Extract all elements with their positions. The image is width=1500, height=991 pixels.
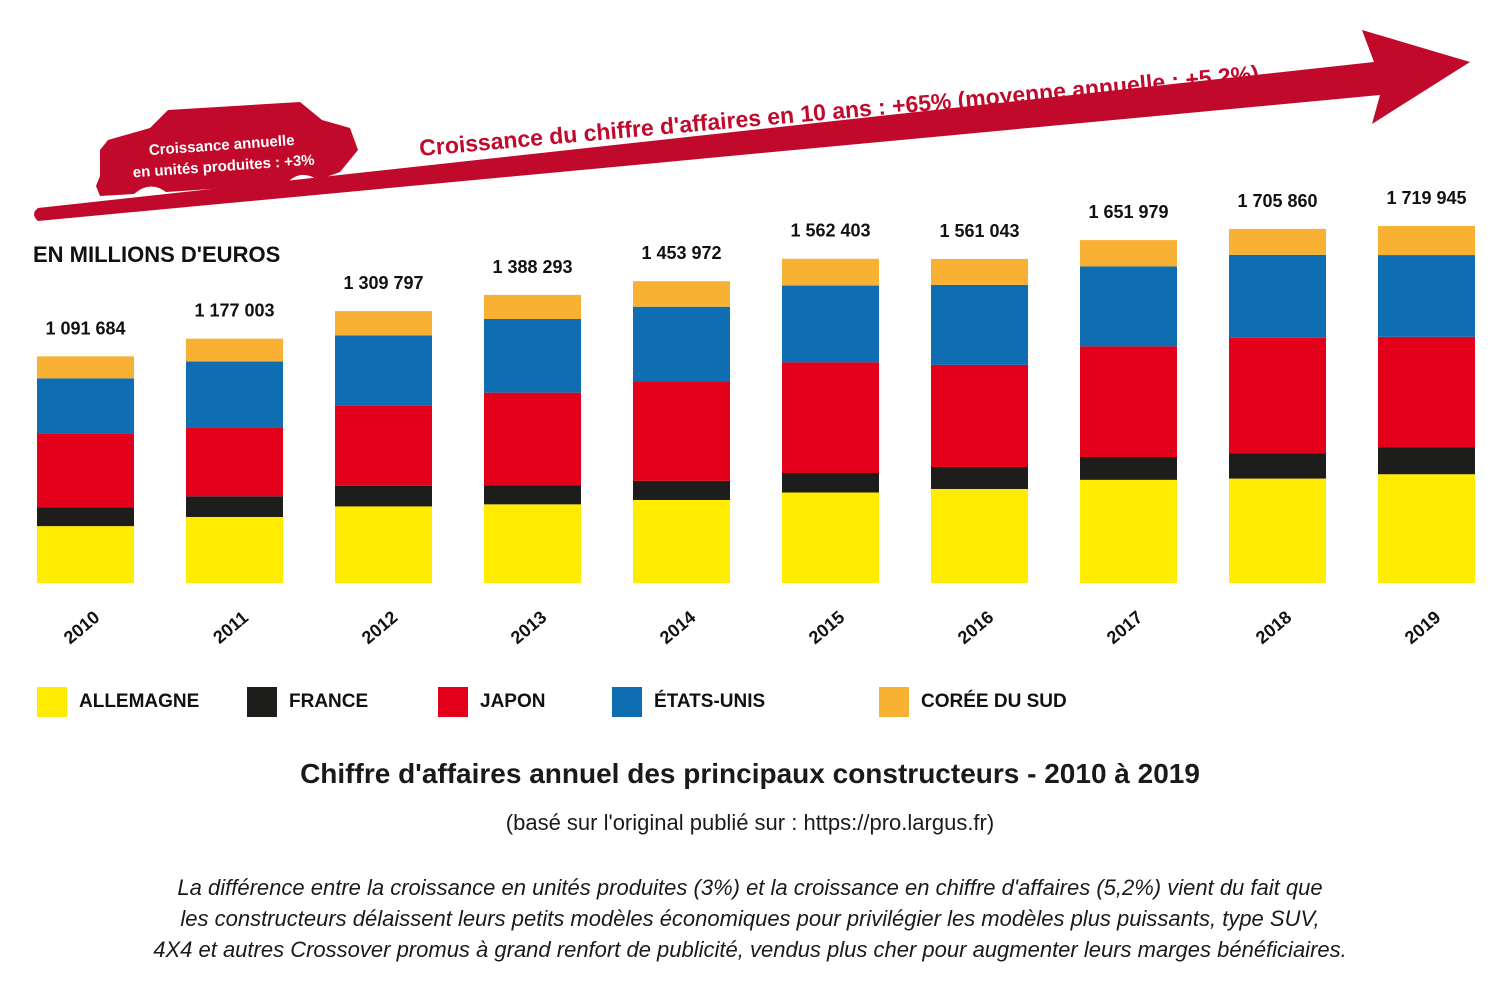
bar-segment-coree-du-sud-2019 xyxy=(1378,226,1475,256)
legend-swatch-coree-du-sud xyxy=(879,687,909,717)
bar-segment-japon-2010 xyxy=(37,433,134,508)
total-label-2011: 1 177 003 xyxy=(194,301,274,321)
total-label-2018: 1 705 860 xyxy=(1237,191,1317,211)
bar-segment-japon-2014 xyxy=(633,381,730,481)
x-tick-label-2012: 2012 xyxy=(358,607,402,648)
bar-segment-etats-unis-2011 xyxy=(186,361,283,428)
bar-segment-japon-2016 xyxy=(931,364,1028,467)
bar-segment-france-2011 xyxy=(186,496,283,517)
bar-segment-allemagne-2016 xyxy=(931,488,1028,583)
total-label-2014: 1 453 972 xyxy=(641,243,721,263)
x-tick-label-2017: 2017 xyxy=(1103,607,1147,648)
chart-subtitle: (basé sur l'original publié sur : https:… xyxy=(505,810,995,835)
x-tick-label-2010: 2010 xyxy=(60,607,104,648)
x-tick-label-2019: 2019 xyxy=(1401,607,1445,648)
bar-segment-france-2010 xyxy=(37,507,134,527)
bar-segment-japon-2017 xyxy=(1080,346,1177,458)
legend-item-etats-unis: ÉTATS-UNIS xyxy=(612,687,765,717)
bar-segment-etats-unis-2014 xyxy=(633,306,730,382)
x-tick-label-2015: 2015 xyxy=(805,607,849,648)
bar-segment-japon-2013 xyxy=(484,392,581,486)
bar-segment-japon-2015 xyxy=(782,362,879,473)
total-label-2010: 1 091 684 xyxy=(45,318,125,338)
total-label-2017: 1 651 979 xyxy=(1088,202,1168,222)
bar-segment-france-2017 xyxy=(1080,457,1177,480)
bar-segment-france-2018 xyxy=(1229,453,1326,479)
bar-segment-etats-unis-2012 xyxy=(335,335,432,406)
legend-item-coree-du-sud: CORÉE DU SUD xyxy=(879,687,1067,717)
bar-segment-france-2012 xyxy=(335,485,432,507)
bar-segment-japon-2011 xyxy=(186,427,283,497)
bar-segment-etats-unis-2010 xyxy=(37,378,134,434)
legend-swatch-france xyxy=(247,687,277,717)
total-label-2016: 1 561 043 xyxy=(939,221,1019,241)
note-line-1: La différence entre la croissance en uni… xyxy=(177,875,1323,900)
bar-segment-etats-unis-2016 xyxy=(931,284,1028,365)
legend-swatch-etats-unis xyxy=(612,687,642,717)
bar-segment-allemagne-2018 xyxy=(1229,478,1326,583)
x-tick-label-2013: 2013 xyxy=(507,607,551,648)
bar-segment-france-2014 xyxy=(633,480,730,500)
bars-layer xyxy=(37,226,1475,583)
bar-segment-etats-unis-2019 xyxy=(1378,255,1475,337)
bar-segment-allemagne-2010 xyxy=(37,526,134,583)
legend-label-etats-unis: ÉTATS-UNIS xyxy=(654,691,766,712)
legend-item-allemagne: ALLEMAGNE xyxy=(37,687,199,717)
bar-segment-allemagne-2014 xyxy=(633,499,730,583)
total-label-2013: 1 388 293 xyxy=(492,257,572,277)
legend-swatch-allemagne xyxy=(37,687,67,717)
explanatory-note: La différence entre la croissance en uni… xyxy=(60,872,1440,965)
bar-segment-coree-du-sud-2015 xyxy=(782,258,879,286)
total-label-2012: 1 309 797 xyxy=(343,273,423,293)
car-badge: Croissance annuelle en unités produites … xyxy=(96,102,358,196)
x-tick-labels-layer: 2010 2011 2012 2013 2014 2015 2016 2017 2018 2019 xyxy=(60,607,1445,648)
bar-segment-coree-du-sud-2018 xyxy=(1229,228,1326,255)
legend-label-coree-du-sud: CORÉE DU SUD xyxy=(921,691,1067,712)
legend-label-allemagne: ALLEMAGNE xyxy=(79,691,200,712)
legend-item-japon: JAPON xyxy=(438,687,545,717)
legend-item-france: FRANCE xyxy=(247,687,368,717)
bar-segment-etats-unis-2013 xyxy=(484,318,581,393)
bar-segment-coree-du-sud-2013 xyxy=(484,294,581,319)
bar-segment-coree-du-sud-2012 xyxy=(335,311,432,336)
legend-label-france: FRANCE xyxy=(289,691,369,712)
growth-arrow-shape xyxy=(34,30,1470,221)
bar-segment-etats-unis-2018 xyxy=(1229,254,1326,338)
unit-label: EN MILLIONS D'EUROS xyxy=(33,242,281,267)
bar-segment-allemagne-2015 xyxy=(782,492,879,583)
bar-segment-allemagne-2013 xyxy=(484,504,581,583)
total-label-2015: 1 562 403 xyxy=(790,221,870,241)
bar-segment-france-2016 xyxy=(931,466,1028,489)
legend-swatch-japon xyxy=(438,687,468,717)
bar-segment-etats-unis-2015 xyxy=(782,285,879,363)
total-label-2019: 1 719 945 xyxy=(1386,188,1466,208)
bar-segment-france-2019 xyxy=(1378,447,1475,475)
note-line-3: 4X4 et autres Crossover promus à grand r… xyxy=(153,937,1347,962)
total-labels-layer: 1 091 684 1 177 003 1 309 797 1 388 293 1 45… xyxy=(45,188,1466,338)
bar-segment-allemagne-2017 xyxy=(1080,479,1177,583)
bar-segment-coree-du-sud-2011 xyxy=(186,338,283,362)
legend-label-japon: JAPON xyxy=(480,691,546,712)
chart-title: Chiffre d'affaires annuel des principaux… xyxy=(300,758,1200,789)
bar-segment-allemagne-2012 xyxy=(335,506,432,583)
bar-segment-france-2013 xyxy=(484,485,581,505)
car-icon xyxy=(96,102,358,196)
bar-segment-allemagne-2019 xyxy=(1378,474,1475,583)
note-line-2: les constructeurs délaissent leurs petit… xyxy=(180,906,1320,931)
bar-segment-france-2015 xyxy=(782,472,879,493)
bar-segment-coree-du-sud-2016 xyxy=(931,259,1028,285)
x-tick-label-2011: 2011 xyxy=(209,607,252,647)
bar-segment-japon-2012 xyxy=(335,405,432,486)
bar-segment-coree-du-sud-2014 xyxy=(633,281,730,307)
bar-segment-coree-du-sud-2017 xyxy=(1080,240,1177,267)
bar-segment-japon-2019 xyxy=(1378,336,1475,448)
bar-segment-japon-2018 xyxy=(1229,337,1326,454)
bar-segment-allemagne-2011 xyxy=(186,517,283,583)
bar-segment-coree-du-sud-2010 xyxy=(37,356,134,379)
x-tick-label-2016: 2016 xyxy=(954,607,998,648)
x-tick-label-2018: 2018 xyxy=(1252,607,1296,648)
x-tick-label-2014: 2014 xyxy=(656,607,700,648)
bar-segment-etats-unis-2017 xyxy=(1080,266,1177,347)
